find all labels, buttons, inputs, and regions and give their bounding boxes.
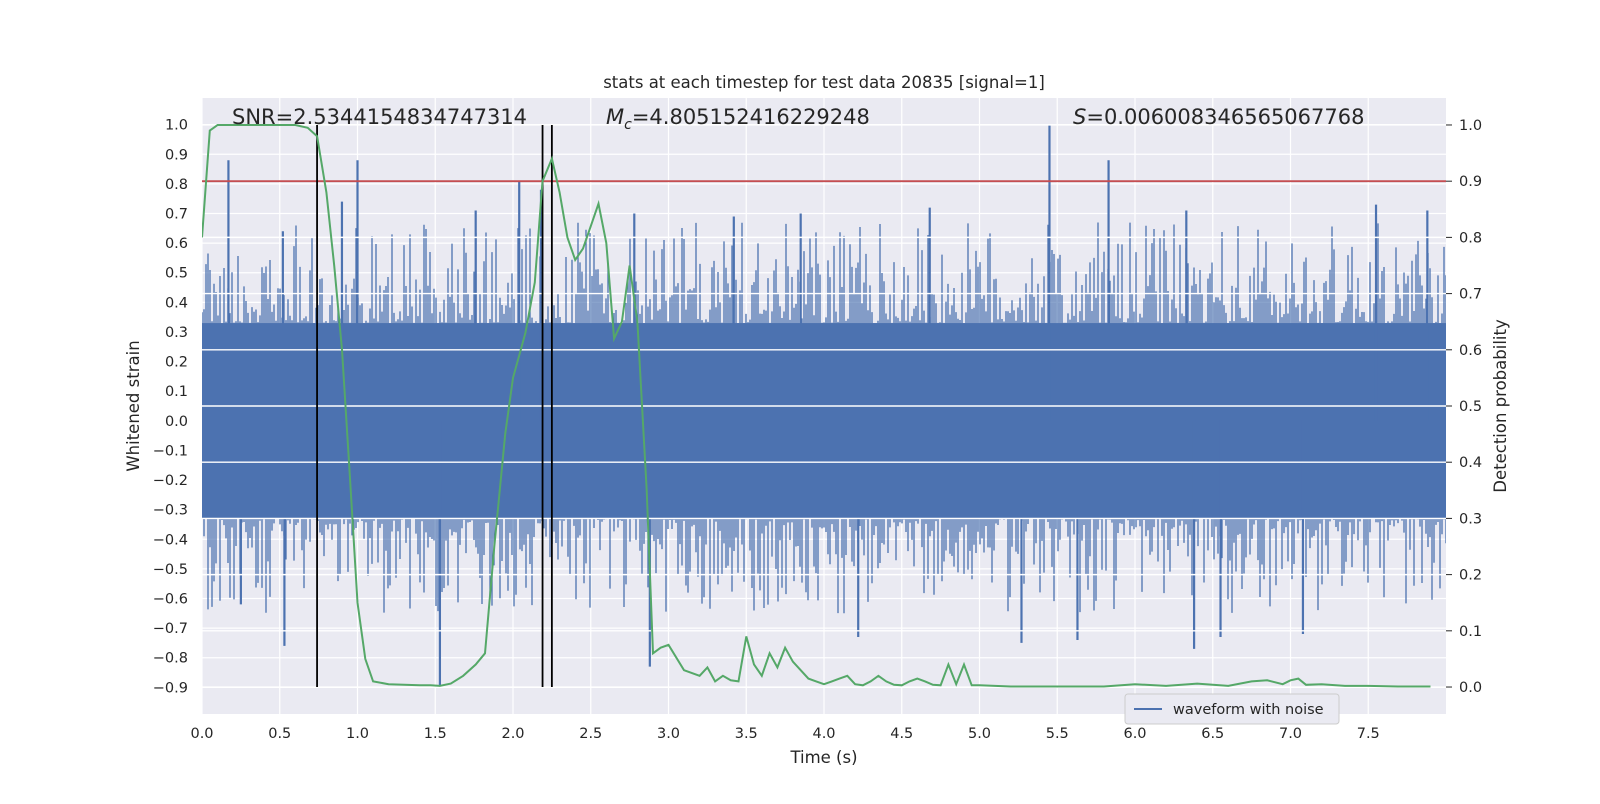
y-left-tick-label-12: −0.2	[153, 473, 188, 489]
noise-spikes	[227, 124, 1429, 688]
y-axis-left-ticks: 1.0 0.9 0.8 0.7 0.6 0.5 0.4 0.3 0.2 0.1 0.0 −0.1 −0.…	[153, 118, 188, 697]
mc-annotation: Mc=4.805152416229248	[606, 105, 870, 133]
s-symbol: S	[1073, 105, 1086, 129]
x-tick-label-12: 6.0	[1123, 726, 1146, 742]
x-tick-label-0: 0.0	[190, 726, 213, 742]
y-right-tick-label-6: 0.4	[1459, 455, 1482, 471]
y-right-tick-label-3: 0.7	[1459, 287, 1482, 303]
legend: waveform with noise	[1124, 693, 1340, 725]
y-left-tick-label-19: −0.9	[153, 680, 188, 696]
y-left-tick-label-10: 0.0	[165, 414, 188, 430]
y-right-tick-label-1: 0.9	[1459, 174, 1482, 190]
mc-subscript: c	[624, 117, 632, 133]
y-axis-left-label: Whitened strain	[124, 340, 143, 471]
x-tick-label-4: 2.0	[501, 726, 524, 742]
y-right-tick-label-8: 0.2	[1459, 568, 1482, 584]
event-lines	[316, 124, 553, 688]
y-left-tick-label-15: −0.5	[153, 562, 188, 578]
probability-series-line	[202, 124, 1431, 688]
mc-value: =4.805152416229248	[632, 105, 870, 129]
y-left-tick-label-3: 0.7	[165, 207, 188, 223]
x-tick-label-10: 5.0	[968, 726, 991, 742]
x-tick-label-2: 1.0	[346, 726, 369, 742]
y-right-tick-label-10: 0.0	[1459, 680, 1482, 696]
x-tick-label-1: 0.5	[268, 726, 291, 742]
y-left-tick-label-16: −0.6	[153, 592, 188, 608]
y-left-tick-label-4: 0.6	[165, 236, 188, 252]
y-right-tick-label-4: 0.6	[1459, 343, 1482, 359]
y-right-tick-label-2: 0.8	[1459, 230, 1482, 246]
y-left-tick-label-7: 0.3	[165, 325, 188, 341]
chart-title: stats at each timestep for test data 208…	[603, 73, 1045, 92]
y-left-tick-label-17: −0.7	[153, 621, 188, 637]
y-left-tick-label-2: 0.8	[165, 177, 188, 193]
y-right-tick-label-9: 0.1	[1459, 624, 1482, 640]
s-value: =0.006008346565067768	[1086, 105, 1364, 129]
y-right-tick-label-5: 0.5	[1459, 399, 1482, 415]
s-annotation: S=0.006008346565067768	[1073, 105, 1364, 129]
y-left-tick-label-14: −0.4	[153, 532, 188, 548]
y-left-tick-label-8: 0.2	[165, 355, 188, 371]
mc-symbol: M	[606, 105, 624, 129]
x-axis-label: Time (s)	[789, 748, 857, 767]
legend-box	[1124, 693, 1340, 725]
x-tick-label-13: 6.5	[1201, 726, 1224, 742]
y-right-tick-label-0: 1.0	[1459, 118, 1482, 134]
x-tick-label-3: 1.5	[424, 726, 447, 742]
y-right-tick-label-7: 0.3	[1459, 511, 1482, 527]
x-tick-label-5: 2.5	[579, 726, 602, 742]
x-tick-label-9: 4.5	[890, 726, 913, 742]
x-tick-label-6: 3.0	[657, 726, 680, 742]
y-left-tick-label-11: −0.1	[153, 443, 188, 459]
x-tick-label-7: 3.5	[735, 726, 758, 742]
x-axis-ticks: 0.0 0.5 1.0 1.5 2.0 2.5 3.0 3.5 4.0 4.5 5.0 5.5 6.0 6…	[190, 726, 1379, 742]
y-axis-right-label: Detection probability	[1491, 319, 1510, 493]
legend-label-noise: waveform with noise	[1173, 702, 1324, 718]
y-left-tick-label-0: 1.0	[165, 118, 188, 134]
x-tick-label-8: 4.0	[812, 726, 835, 742]
y-left-tick-label-6: 0.4	[165, 295, 188, 311]
y-left-tick-label-5: 0.5	[165, 266, 188, 282]
y-left-tick-label-13: −0.3	[153, 503, 188, 519]
y-left-tick-label-1: 0.9	[165, 147, 188, 163]
y-left-tick-label-9: 0.1	[165, 384, 188, 400]
snr-annotation: SNR=2.5344154834747314	[232, 105, 527, 129]
y-left-tick-label-18: −0.8	[153, 651, 188, 667]
y-axis-right-ticks: 1.0 0.9 0.8 0.7 0.6 0.5 0.4 0.3 0.2 0.1 0.0	[1446, 118, 1482, 696]
x-tick-label-15: 7.5	[1357, 726, 1380, 742]
x-tick-label-14: 7.0	[1279, 726, 1302, 742]
x-tick-label-11: 5.5	[1046, 726, 1069, 742]
